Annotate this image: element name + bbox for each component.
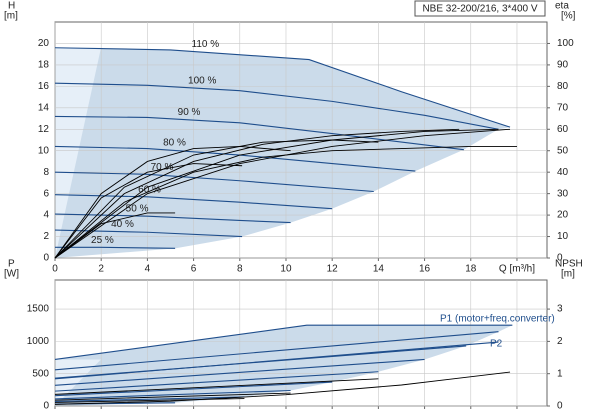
y2-tick-label: 70 — [557, 102, 569, 113]
x-tick-label: Q [m³/h] — [499, 264, 535, 275]
y-tick-label: 500 — [32, 368, 49, 379]
x-tick-label: 14 — [373, 264, 385, 275]
operating-area — [55, 325, 513, 406]
curve — [54, 139, 379, 259]
annotation: P1 (motor+freq.converter) — [440, 314, 555, 325]
title-box — [414, 0, 546, 17]
y-tick-label: 8 — [43, 167, 49, 178]
x-tick-label: 8 — [237, 264, 243, 275]
y-axis-label: H — [8, 1, 15, 12]
operating-area-light — [55, 359, 101, 406]
curve — [54, 331, 499, 371]
curve — [54, 392, 291, 401]
curve — [54, 128, 460, 259]
operating-area-light — [55, 47, 101, 258]
curve — [54, 47, 511, 128]
y-tick-label: 10 — [38, 145, 50, 156]
y2-tick-label: 2 — [557, 336, 563, 347]
y2-axis-label: eta — [555, 1, 569, 12]
x-tick-label: 18 — [465, 264, 477, 275]
curve-label: 50 % — [126, 203, 149, 214]
y-tick-label: 1500 — [27, 304, 50, 315]
curve — [54, 212, 176, 259]
y2-tick-label: 1 — [557, 368, 563, 379]
curve — [54, 115, 464, 151]
y2-axis-label: NPSH — [555, 259, 583, 270]
y-tick-label: 14 — [38, 102, 50, 113]
curve-label: 80 % — [163, 137, 186, 148]
x-tick-label: 10 — [280, 264, 292, 275]
y2-tick-label: 90 — [557, 60, 569, 71]
curve-label: 60 % — [138, 184, 161, 195]
y-tick-label: 16 — [38, 81, 50, 92]
curve — [54, 378, 379, 395]
y-tick-label: 12 — [38, 124, 50, 135]
x-tick-label: 6 — [191, 264, 197, 275]
y-tick-label: 20 — [38, 38, 50, 49]
curve — [54, 82, 499, 130]
curve-label: 110 % — [192, 39, 220, 50]
annotation: P2 — [490, 339, 503, 350]
y-tick-label: 1000 — [27, 336, 50, 347]
curve — [54, 324, 513, 361]
curve — [54, 145, 517, 259]
curve-label: 100 % — [188, 75, 216, 86]
curve — [54, 163, 243, 259]
curve — [54, 389, 291, 400]
curve-label: 25 % — [91, 235, 114, 246]
y-tick-label: 0 — [43, 401, 49, 412]
y-tick-label: 0 — [43, 253, 49, 264]
curve — [54, 358, 425, 386]
y2-tick-label: 100 — [557, 38, 574, 49]
y-tick-label: 4 — [43, 210, 49, 221]
curve — [54, 341, 499, 380]
curve — [54, 145, 291, 259]
x-tick-label: 0 — [52, 264, 58, 275]
y-tick-label: 2 — [43, 231, 49, 242]
curve — [54, 371, 379, 392]
y2-tick-label: 60 — [557, 124, 569, 135]
curve-label: 70 % — [151, 162, 174, 173]
curve — [54, 396, 245, 403]
y2-tick-label: 50 — [557, 145, 569, 156]
y-tick-label: 18 — [38, 60, 50, 71]
x-tick-label: 4 — [145, 264, 151, 275]
y2-tick-label: 3 — [557, 304, 563, 315]
curve-label: 90 % — [178, 107, 201, 118]
x-tick-label: 16 — [419, 264, 431, 275]
chart-title: NBE 32-200/216, 3*400 V — [422, 4, 537, 15]
x-tick-label: 2 — [98, 264, 104, 275]
y2-tick-label: 20 — [557, 210, 569, 221]
y2-tick-label: 30 — [557, 188, 569, 199]
curve — [54, 194, 333, 210]
curve — [54, 371, 511, 405]
x-tick-label: 12 — [327, 264, 339, 275]
y2-tick-label: 40 — [557, 167, 569, 178]
curve — [54, 229, 243, 238]
y2-tick-label: 10 — [557, 231, 569, 242]
curve — [54, 381, 333, 397]
y2-tick-label: 0 — [557, 401, 563, 412]
curve-label: 40 % — [111, 219, 134, 230]
y-axis-unit: [W] — [4, 269, 19, 280]
operating-area — [55, 47, 511, 258]
y2-tick-label: 80 — [557, 81, 569, 92]
y-axis-unit: [m] — [4, 11, 18, 22]
y2-axis-unit: [%] — [561, 11, 576, 22]
y2-axis-unit: [m] — [561, 269, 575, 280]
curve — [54, 171, 374, 193]
y2-tick-label: 0 — [557, 253, 563, 264]
y-axis-label: P — [8, 259, 15, 270]
y-tick-label: 6 — [43, 188, 49, 199]
